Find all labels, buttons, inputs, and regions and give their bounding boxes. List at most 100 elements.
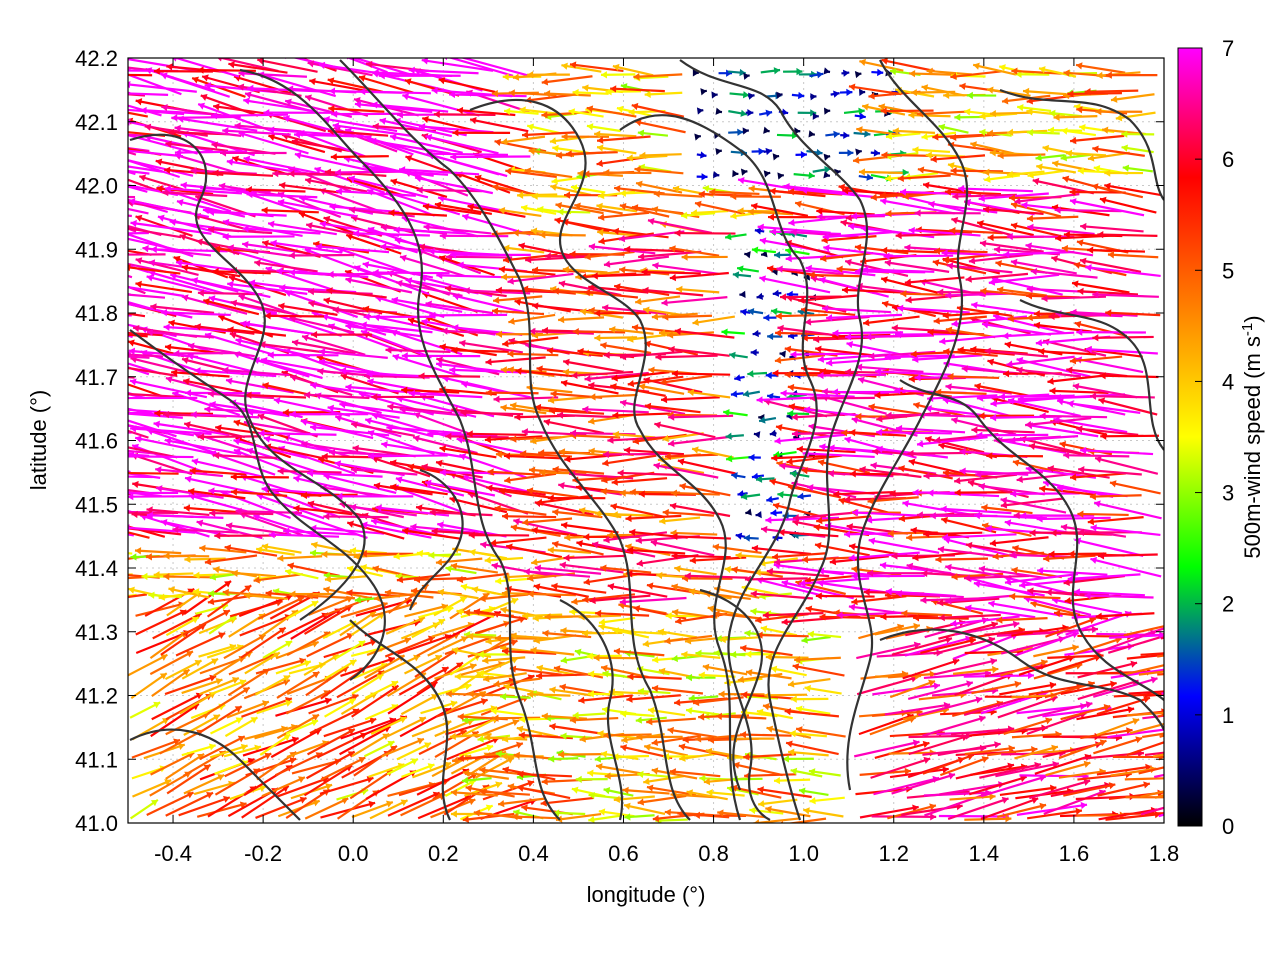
wind-arrow-head xyxy=(196,519,204,527)
wind-arrow-head xyxy=(1012,620,1020,628)
wind-arrow-shaft xyxy=(1073,637,1122,655)
wind-arrow xyxy=(765,805,811,818)
wind-arrow-head xyxy=(1038,347,1045,356)
wind-arrow-head xyxy=(473,608,481,616)
wind-arrow-shaft xyxy=(473,609,528,621)
wind-arrow-head xyxy=(750,607,757,616)
wind-arrow-shaft xyxy=(398,666,450,696)
wind-arrow-shaft xyxy=(364,680,399,699)
wind-arrow-head xyxy=(173,738,180,746)
wind-arrow-head xyxy=(753,819,760,823)
wind-arrow xyxy=(548,755,579,763)
wind-arrow xyxy=(603,787,634,797)
wind-arrow xyxy=(588,814,622,823)
wind-arrow-shaft xyxy=(950,615,1020,626)
wind-arrow xyxy=(794,656,841,664)
wind-arrow-head xyxy=(1215,625,1222,632)
wind-arrow-head xyxy=(264,752,272,760)
wind-arrow xyxy=(613,795,655,804)
wind-arrow-shaft xyxy=(322,620,357,640)
wind-arrow-head xyxy=(572,327,579,336)
wind-arrow xyxy=(1076,706,1135,721)
wind-arrow-shaft xyxy=(493,677,541,686)
wind-arrow-shaft xyxy=(785,741,839,756)
wind-arrow-head xyxy=(321,550,328,558)
wind-arrow-shaft xyxy=(179,691,217,715)
wind-arrow-head xyxy=(774,356,782,364)
wind-arrow-shaft xyxy=(612,628,650,639)
wind-arrow xyxy=(370,716,407,735)
wind-arrow xyxy=(766,495,779,504)
wind-arrow-head xyxy=(552,508,559,516)
wind-arrow-head xyxy=(84,464,90,471)
wind-arrow-head xyxy=(482,593,490,600)
wind-arrow xyxy=(495,577,531,585)
wind-arrow xyxy=(207,686,251,715)
wind-arrow-head xyxy=(904,767,911,776)
wind-arrow-head xyxy=(285,640,293,648)
wind-arrow-head xyxy=(693,811,700,819)
wind-arrow-shaft xyxy=(149,630,188,660)
wind-arrow-head xyxy=(150,799,158,807)
wind-arrow xyxy=(541,712,587,720)
wind-arrow-shaft xyxy=(706,790,745,797)
wind-arrow-head xyxy=(765,805,772,813)
wind-arrow-head xyxy=(84,481,90,488)
wind-arrow-shaft xyxy=(953,633,1019,660)
wind-arrow-shaft xyxy=(385,348,451,354)
wind-arrow-shaft xyxy=(227,667,271,697)
wind-arrow-head xyxy=(713,610,720,618)
wind-arrow xyxy=(637,770,671,779)
wind-arrow-head xyxy=(1075,807,1082,815)
wind-arrow xyxy=(1043,789,1106,815)
wind-arrow-shaft xyxy=(450,791,498,797)
wind-arrow-shaft xyxy=(310,542,353,554)
wind-arrow xyxy=(1063,782,1116,797)
wind-arrow-head xyxy=(1047,377,1054,385)
wind-arrow-head xyxy=(951,416,959,425)
wind-arrow xyxy=(1085,345,1158,355)
wind-arrow-head xyxy=(787,383,795,392)
wind-arrow-head xyxy=(159,673,167,680)
wind-arrow-head xyxy=(93,597,99,604)
wind-arrow-shaft xyxy=(1097,782,1151,797)
wind-arrow-head xyxy=(484,734,491,742)
wind-arrow-shaft xyxy=(572,330,626,334)
wind-arrow-head xyxy=(464,683,472,691)
wind-arrow-head xyxy=(311,719,318,727)
wind-arrow xyxy=(643,775,684,786)
wind-arrow-shaft xyxy=(257,596,305,620)
wind-arrow-shaft xyxy=(303,653,340,676)
wind-arrow-head xyxy=(289,757,297,765)
wind-arrow-head xyxy=(765,516,772,524)
wind-arrow-head xyxy=(369,717,377,725)
wind-arrow xyxy=(678,743,730,758)
wind-arrow-head xyxy=(510,435,517,443)
wind-arrow-shaft xyxy=(1045,617,1097,638)
wind-arrow-shaft xyxy=(1123,812,1164,816)
wind-arrow-head xyxy=(521,804,528,812)
wind-arrow xyxy=(204,554,258,566)
wind-arrow-shaft xyxy=(502,515,557,519)
wind-arrow-shaft xyxy=(206,644,244,659)
wind-arrow xyxy=(787,748,829,757)
wind-arrow-shaft xyxy=(462,716,499,737)
wind-arrow xyxy=(603,731,652,739)
wind-arrow-head xyxy=(617,469,624,477)
wind-arrow-head xyxy=(493,680,500,688)
wind-arrow-head xyxy=(1016,475,1023,484)
wind-arrow-head xyxy=(715,712,723,721)
wind-arrow xyxy=(902,500,972,516)
wind-arrow-shaft xyxy=(416,661,464,695)
wind-arrow xyxy=(178,795,231,817)
wind-arrow-shaft xyxy=(459,706,498,718)
wind-arrow-shaft xyxy=(582,407,649,414)
wind-arrow-shaft xyxy=(527,693,571,697)
wind-arrow-head xyxy=(311,330,318,339)
wind-arrow-head xyxy=(324,697,332,705)
wind-arrow-shaft xyxy=(164,675,217,696)
wind-arrow-head xyxy=(588,815,595,823)
wind-arrow-shaft xyxy=(938,613,1001,619)
wind-arrow xyxy=(209,743,248,759)
